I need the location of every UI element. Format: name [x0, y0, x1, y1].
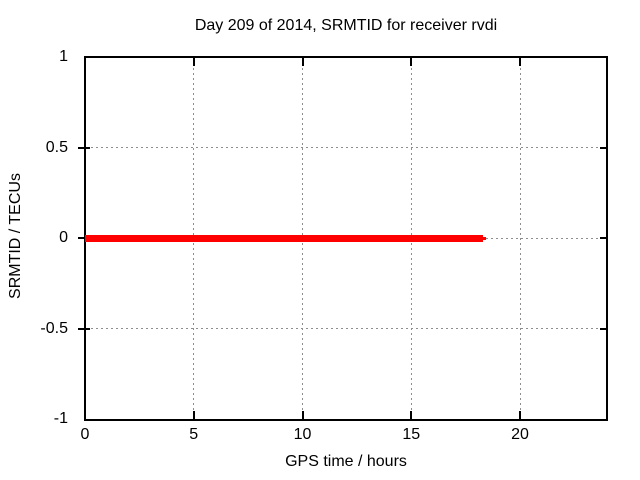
y-tick-label: 0	[59, 229, 68, 246]
x-tick-label: 15	[402, 426, 421, 443]
x-tick-top	[301, 58, 304, 66]
x-axis-label: GPS time / hours	[285, 453, 407, 470]
y-tick-label: 0.5	[45, 138, 68, 156]
y-tick-right	[600, 237, 607, 239]
x-tick-top	[519, 58, 521, 66]
x-tick-bottom	[519, 411, 521, 419]
y-gridline	[86, 328, 606, 329]
chart-title: Day 209 of 2014, SRMTID for receiver rvd…	[194, 17, 498, 34]
y-tick-left	[78, 146, 90, 149]
y-gridline	[86, 147, 606, 148]
x-tick-bottom	[192, 411, 195, 419]
x-tick-bottom	[301, 411, 304, 419]
x-tick-label: 0	[80, 426, 90, 443]
y-tick-label: -1	[53, 410, 68, 427]
x-tick-bottom	[410, 411, 413, 419]
y-tick-left	[78, 327, 90, 330]
y-tick-label: 1	[59, 48, 68, 65]
y-tick-right	[600, 327, 607, 330]
series-line	[85, 234, 484, 242]
x-tick-label: 10	[293, 426, 312, 443]
y-tick-label: -0.5	[40, 319, 68, 337]
x-gridline	[519, 58, 521, 419]
x-tick-top	[192, 58, 195, 66]
x-tick-label: 20	[511, 426, 529, 443]
x-tick-top	[410, 58, 413, 66]
y-tick-left	[78, 237, 90, 239]
series-line-tip	[483, 236, 487, 240]
y-tick-right	[600, 146, 607, 149]
x-tick-label: 5	[189, 426, 199, 443]
